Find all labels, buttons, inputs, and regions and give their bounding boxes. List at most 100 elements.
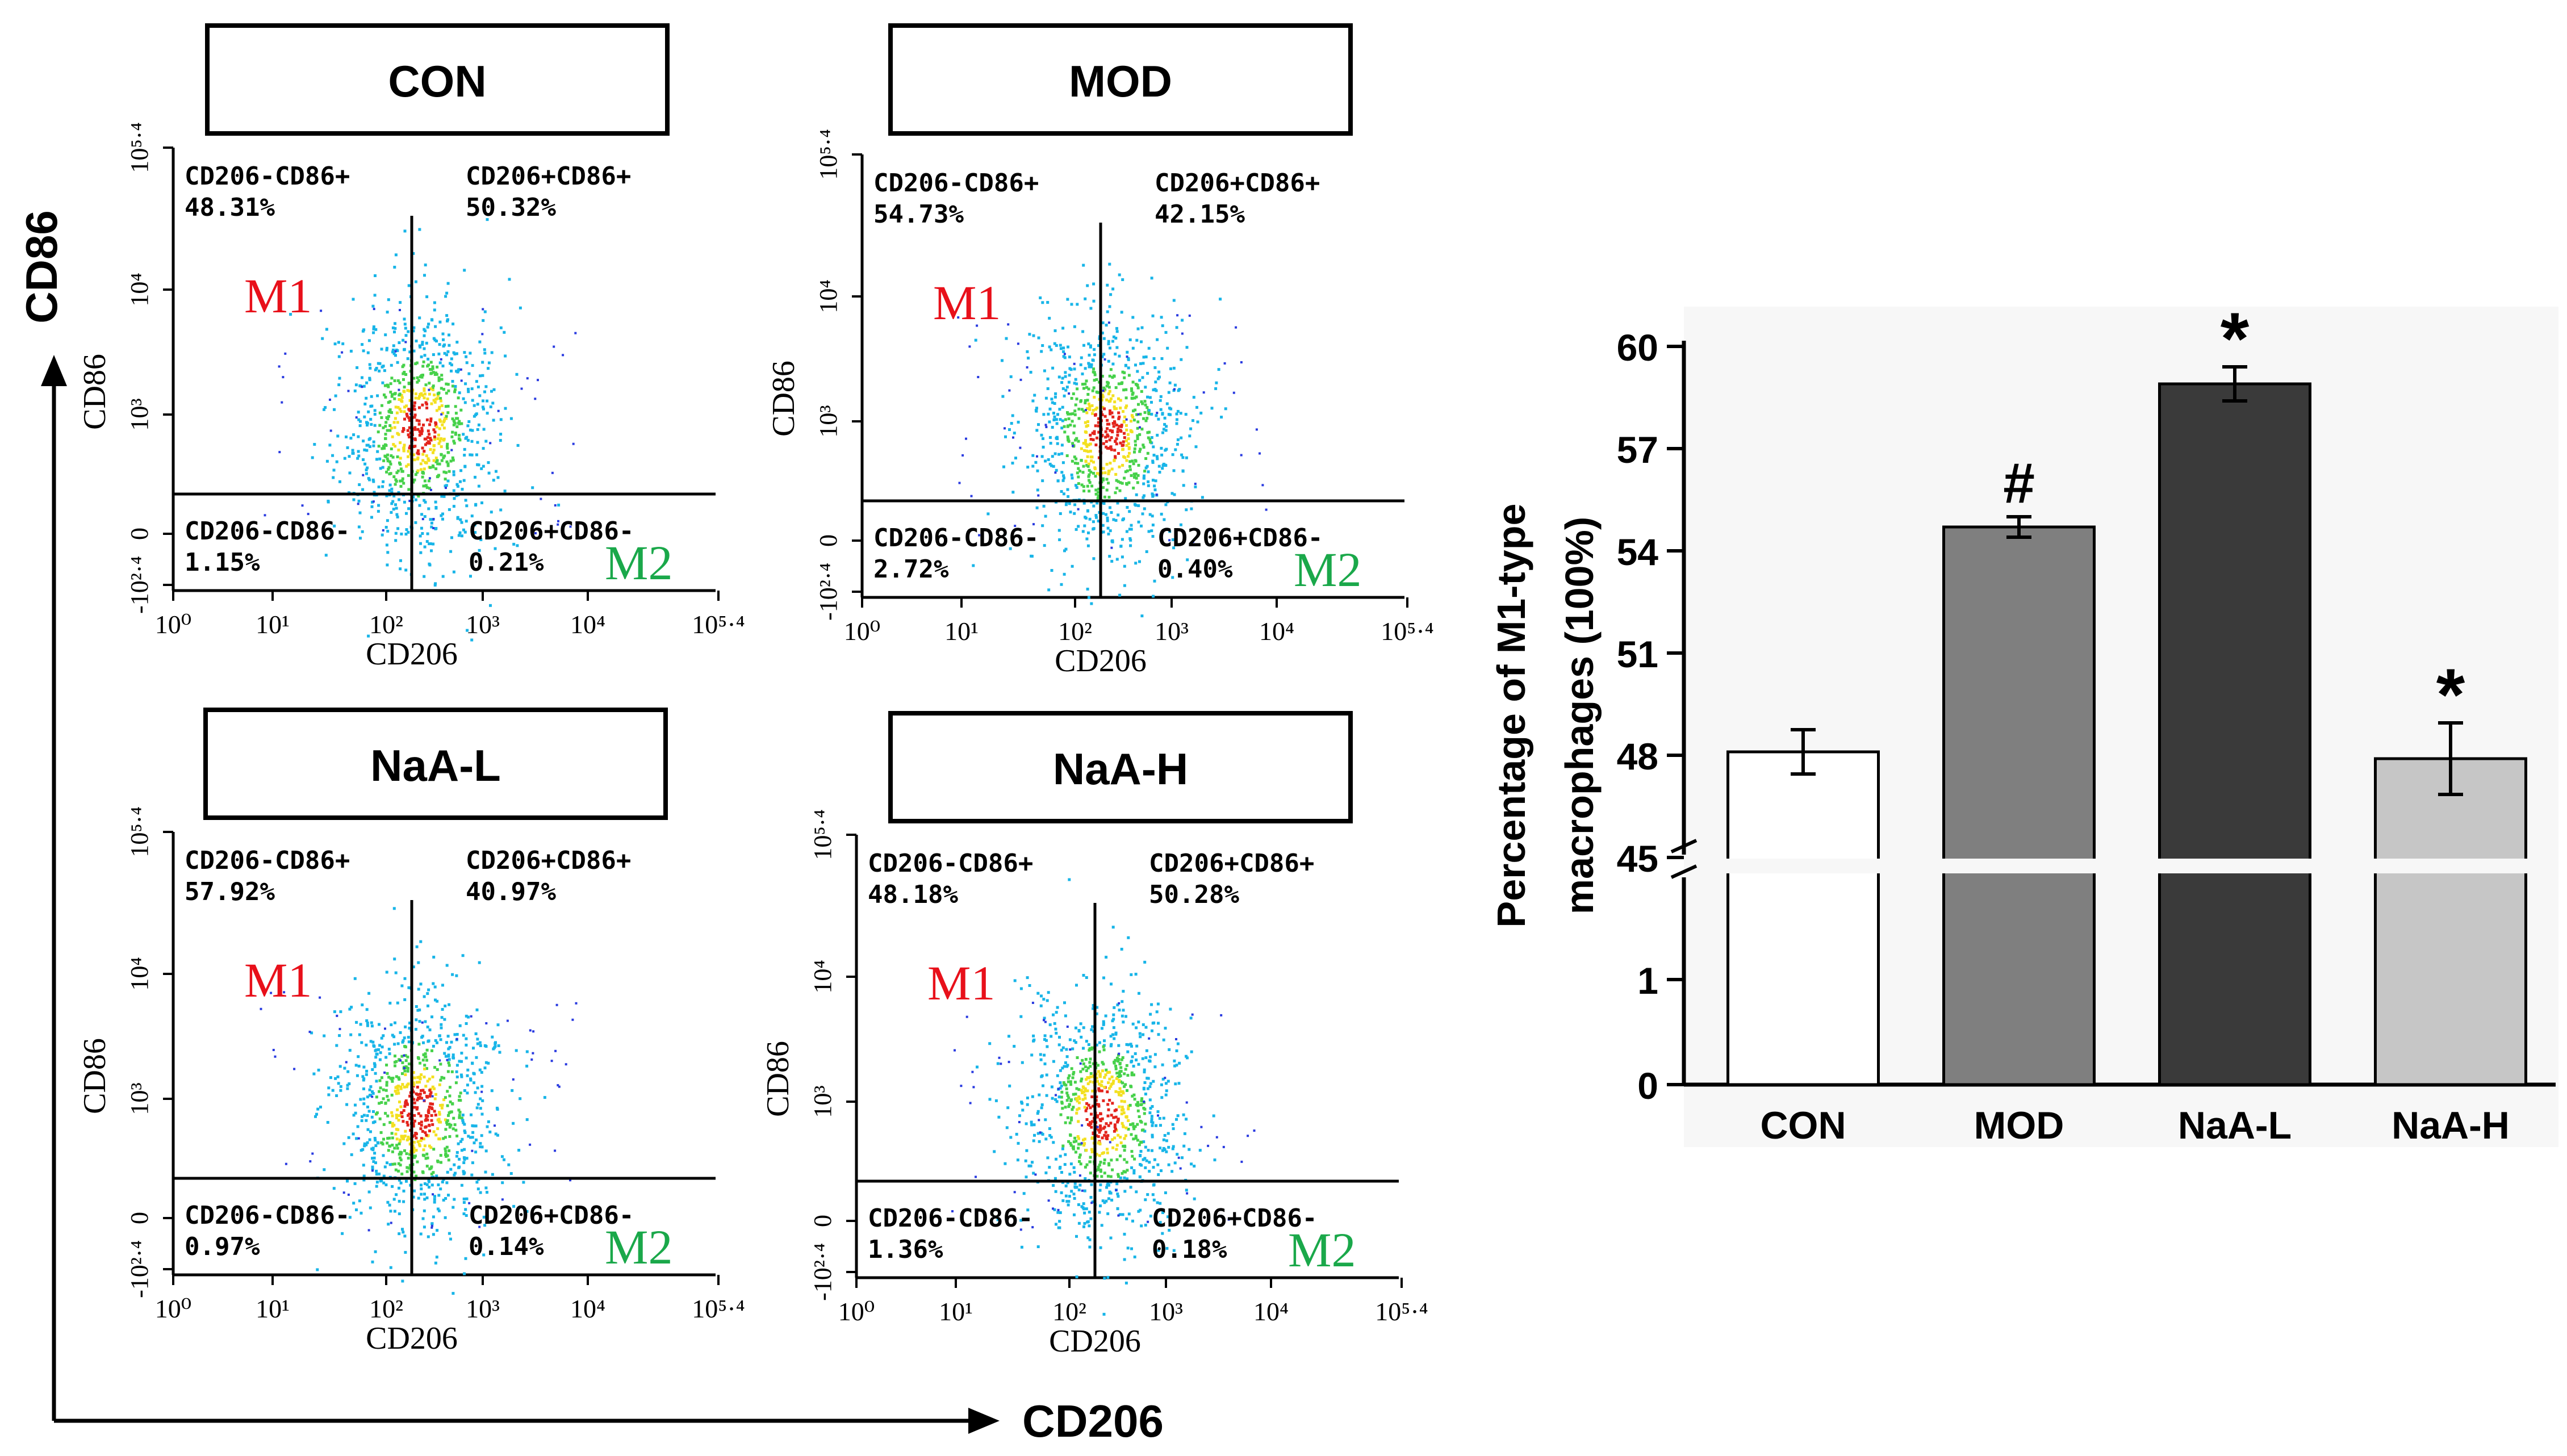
event-dot bbox=[532, 1030, 535, 1033]
event-dot bbox=[1085, 386, 1089, 389]
event-dot bbox=[390, 1111, 394, 1114]
event-dot bbox=[433, 308, 436, 312]
event-dot bbox=[1094, 413, 1097, 417]
event-dot bbox=[377, 362, 380, 365]
event-dot bbox=[370, 505, 374, 508]
event-dot bbox=[325, 459, 329, 463]
event-dot bbox=[391, 1185, 394, 1188]
event-dot bbox=[1156, 338, 1159, 341]
event-dot bbox=[346, 1087, 349, 1090]
event-dot bbox=[1097, 1082, 1101, 1086]
event-dot bbox=[439, 1078, 442, 1082]
event-dot bbox=[1059, 512, 1062, 515]
event-dot bbox=[423, 479, 427, 483]
event-dot bbox=[1166, 346, 1169, 350]
event-dot bbox=[1062, 474, 1065, 478]
event-dot bbox=[1153, 579, 1156, 583]
event-dot bbox=[407, 382, 411, 386]
event-dot bbox=[1039, 296, 1042, 299]
event-dot bbox=[1097, 1135, 1100, 1138]
event-dot bbox=[395, 1060, 398, 1063]
m2-tag: M2 bbox=[605, 535, 672, 590]
event-dot bbox=[439, 1104, 442, 1107]
event-dot bbox=[396, 455, 399, 458]
event-dot bbox=[1142, 496, 1145, 499]
event-dot bbox=[1126, 1050, 1130, 1053]
event-dot bbox=[438, 440, 442, 443]
event-dot bbox=[431, 1095, 434, 1098]
event-dot bbox=[462, 1121, 465, 1124]
event-dot bbox=[1061, 461, 1065, 465]
event-dot bbox=[479, 374, 482, 378]
event-dot bbox=[393, 1147, 396, 1150]
event-dot bbox=[460, 422, 463, 425]
event-dot bbox=[1110, 1114, 1113, 1117]
event-dot bbox=[381, 447, 384, 450]
event-dot bbox=[451, 1206, 455, 1209]
event-dot bbox=[447, 1194, 450, 1197]
event-dot bbox=[1149, 1215, 1152, 1217]
event-dot bbox=[1117, 1119, 1120, 1122]
event-dot bbox=[1101, 395, 1105, 399]
event-dot bbox=[1077, 1095, 1081, 1098]
event-dot bbox=[398, 1058, 401, 1061]
event-dot bbox=[398, 1212, 401, 1215]
event-dot bbox=[367, 410, 370, 413]
event-dot bbox=[553, 345, 555, 348]
quadrant-value: 0.14% bbox=[469, 1232, 544, 1261]
event-dot bbox=[420, 375, 424, 379]
event-dot bbox=[475, 412, 478, 416]
event-dot bbox=[449, 362, 452, 365]
event-dot bbox=[1075, 1097, 1078, 1100]
event-dot bbox=[358, 1199, 361, 1203]
event-dot bbox=[1134, 1135, 1138, 1138]
event-dot bbox=[387, 1076, 391, 1079]
event-dot bbox=[420, 429, 424, 433]
event-dot bbox=[422, 423, 425, 426]
event-dot bbox=[388, 1203, 391, 1207]
event-dot bbox=[1080, 1080, 1083, 1083]
event-dot bbox=[1113, 400, 1117, 404]
event-dot bbox=[1143, 400, 1147, 403]
event-dot bbox=[1011, 462, 1014, 465]
event-dot bbox=[455, 1064, 459, 1067]
event-dot bbox=[1176, 1042, 1180, 1045]
event-dot bbox=[1176, 409, 1180, 413]
event-dot bbox=[1074, 1041, 1077, 1044]
event-dot bbox=[1144, 419, 1148, 422]
event-dot bbox=[1123, 1158, 1126, 1161]
event-dot bbox=[444, 295, 448, 298]
y-tick-label: 0 bbox=[814, 534, 842, 547]
event-dot bbox=[1055, 344, 1058, 347]
event-dot bbox=[446, 464, 450, 467]
event-dot bbox=[1080, 447, 1083, 450]
event-dot bbox=[405, 512, 408, 515]
event-dot bbox=[445, 487, 447, 489]
event-dot bbox=[525, 1210, 529, 1213]
event-dot bbox=[1074, 438, 1077, 442]
event-dot bbox=[449, 459, 453, 463]
event-dot bbox=[335, 460, 338, 463]
event-dot bbox=[1097, 520, 1100, 522]
event-dot bbox=[1161, 467, 1164, 470]
event-dot bbox=[1219, 298, 1222, 301]
event-dot bbox=[423, 1067, 427, 1070]
event-dot bbox=[1162, 1138, 1165, 1141]
event-dot bbox=[1132, 486, 1135, 489]
event-dot bbox=[373, 1065, 377, 1068]
event-dot bbox=[399, 485, 403, 488]
event-dot bbox=[434, 998, 437, 1002]
event-dot bbox=[378, 411, 382, 415]
event-dot bbox=[519, 306, 522, 309]
event-dot bbox=[1100, 1175, 1103, 1178]
event-dot bbox=[352, 498, 356, 501]
event-dot bbox=[1109, 1175, 1113, 1178]
event-dot bbox=[1072, 1193, 1076, 1196]
event-dot bbox=[1099, 1183, 1102, 1186]
event-dot bbox=[1124, 396, 1128, 400]
event-dot bbox=[438, 1059, 441, 1062]
event-dot bbox=[399, 1138, 402, 1141]
event-dot bbox=[1048, 1127, 1051, 1130]
event-dot bbox=[425, 1183, 429, 1186]
event-dot bbox=[413, 426, 417, 429]
